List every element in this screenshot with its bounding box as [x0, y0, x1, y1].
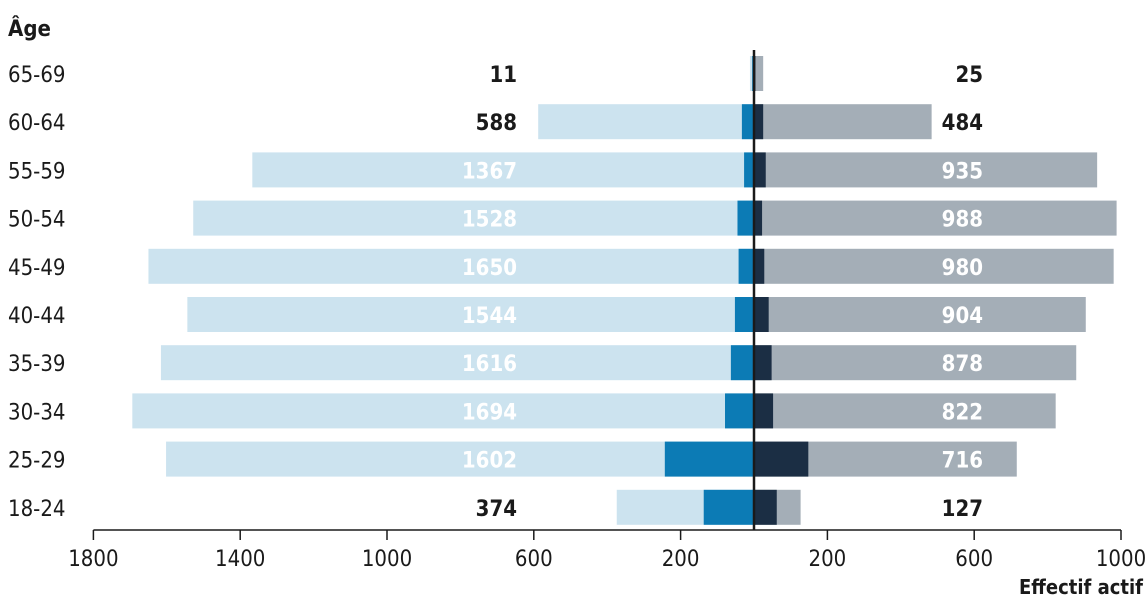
right-total-bar — [754, 200, 1117, 236]
left-segment-bar — [664, 441, 754, 477]
right-segment-bar — [754, 104, 764, 140]
right-total-bar — [754, 393, 1056, 429]
age-category-label: 40-44 — [8, 304, 66, 329]
left-value-label: 1602 — [462, 449, 517, 474]
left-segment-bar — [741, 104, 754, 140]
left-total-bar — [166, 441, 755, 477]
left-value-label: 1616 — [462, 352, 517, 377]
left-segment-bar — [738, 248, 754, 284]
age-category-label: 18-24 — [8, 497, 66, 522]
labels-group: 65-69 11 25 60-64 588 484 55-59 1367 935 50-54 152… — [8, 63, 983, 522]
age-category-label: 65-69 — [8, 63, 66, 88]
x-tick-label: 1000 — [1096, 547, 1146, 572]
left-segment-bar — [730, 345, 754, 381]
right-total-bar — [754, 152, 1098, 188]
right-value-label: 127 — [942, 497, 983, 522]
left-value-label: 1694 — [462, 400, 517, 425]
right-total-bar — [754, 248, 1114, 284]
x-tick-label: 1800 — [68, 547, 118, 572]
left-segment-bar — [744, 152, 754, 188]
x-tick-label: 200 — [662, 547, 700, 572]
x-axis-title: Effectif actif — [1019, 575, 1143, 599]
age-category-label: 60-64 — [8, 111, 66, 136]
x-axis: 1800 1400 1000 600 200 200 600 1000 — [68, 50, 1146, 572]
right-segment-bar — [754, 297, 769, 332]
left-value-label: 1650 — [462, 256, 517, 281]
x-tick-label: 1000 — [362, 547, 412, 572]
age-category-label: 55-59 — [8, 159, 66, 184]
right-segment-bar — [754, 489, 777, 525]
left-segment-bar — [737, 200, 754, 236]
right-value-label: 822 — [942, 400, 983, 425]
right-value-label: 988 — [942, 208, 983, 233]
right-segment-bar — [754, 393, 774, 429]
left-value-label: 374 — [476, 497, 517, 522]
right-total-bar — [754, 345, 1077, 381]
x-tick-label: 600 — [515, 547, 553, 572]
left-value-label: 11 — [489, 63, 517, 88]
left-value-label: 1367 — [462, 159, 517, 184]
right-total-bar — [754, 104, 932, 140]
left-segment-bar — [703, 489, 754, 525]
age-category-label: 50-54 — [8, 208, 66, 233]
right-segment-bar — [754, 152, 766, 188]
right-segment-bar — [754, 248, 765, 284]
age-category-label: 35-39 — [8, 352, 66, 377]
x-tick-label: 200 — [809, 547, 847, 572]
left-total-bar — [252, 152, 754, 188]
right-value-label: 980 — [942, 256, 983, 281]
right-value-label: 878 — [942, 352, 983, 377]
left-total-bar — [160, 345, 755, 381]
bars-group — [132, 56, 1117, 525]
left-total-bar — [187, 297, 755, 332]
left-segment-bar — [734, 297, 754, 332]
left-value-label: 588 — [476, 111, 517, 136]
right-value-label: 935 — [942, 159, 983, 184]
right-segment-bar — [754, 200, 763, 236]
right-segment-bar — [754, 441, 809, 477]
right-total-bar — [754, 297, 1086, 332]
right-value-label: 484 — [942, 111, 983, 136]
left-total-bar — [132, 393, 754, 429]
left-value-label: 1544 — [462, 304, 517, 329]
age-category-label: 25-29 — [8, 449, 66, 474]
left-total-bar — [193, 200, 754, 236]
age-category-label: 45-49 — [8, 256, 66, 281]
right-value-label: 904 — [942, 304, 983, 329]
right-total-bar — [754, 56, 764, 91]
left-total-bar — [538, 104, 754, 140]
left-total-bar — [749, 56, 754, 91]
x-tick-label: 600 — [955, 547, 993, 572]
left-value-label: 1528 — [462, 208, 517, 233]
right-value-label: 25 — [955, 63, 983, 88]
left-segment-bar — [725, 393, 754, 429]
x-tick-label: 1400 — [215, 547, 265, 572]
left-total-bar — [148, 248, 754, 284]
right-segment-bar — [754, 345, 772, 381]
age-category-label: 30-34 — [8, 400, 66, 425]
right-value-label: 716 — [942, 449, 983, 474]
y-axis-title: Âge — [8, 16, 51, 42]
